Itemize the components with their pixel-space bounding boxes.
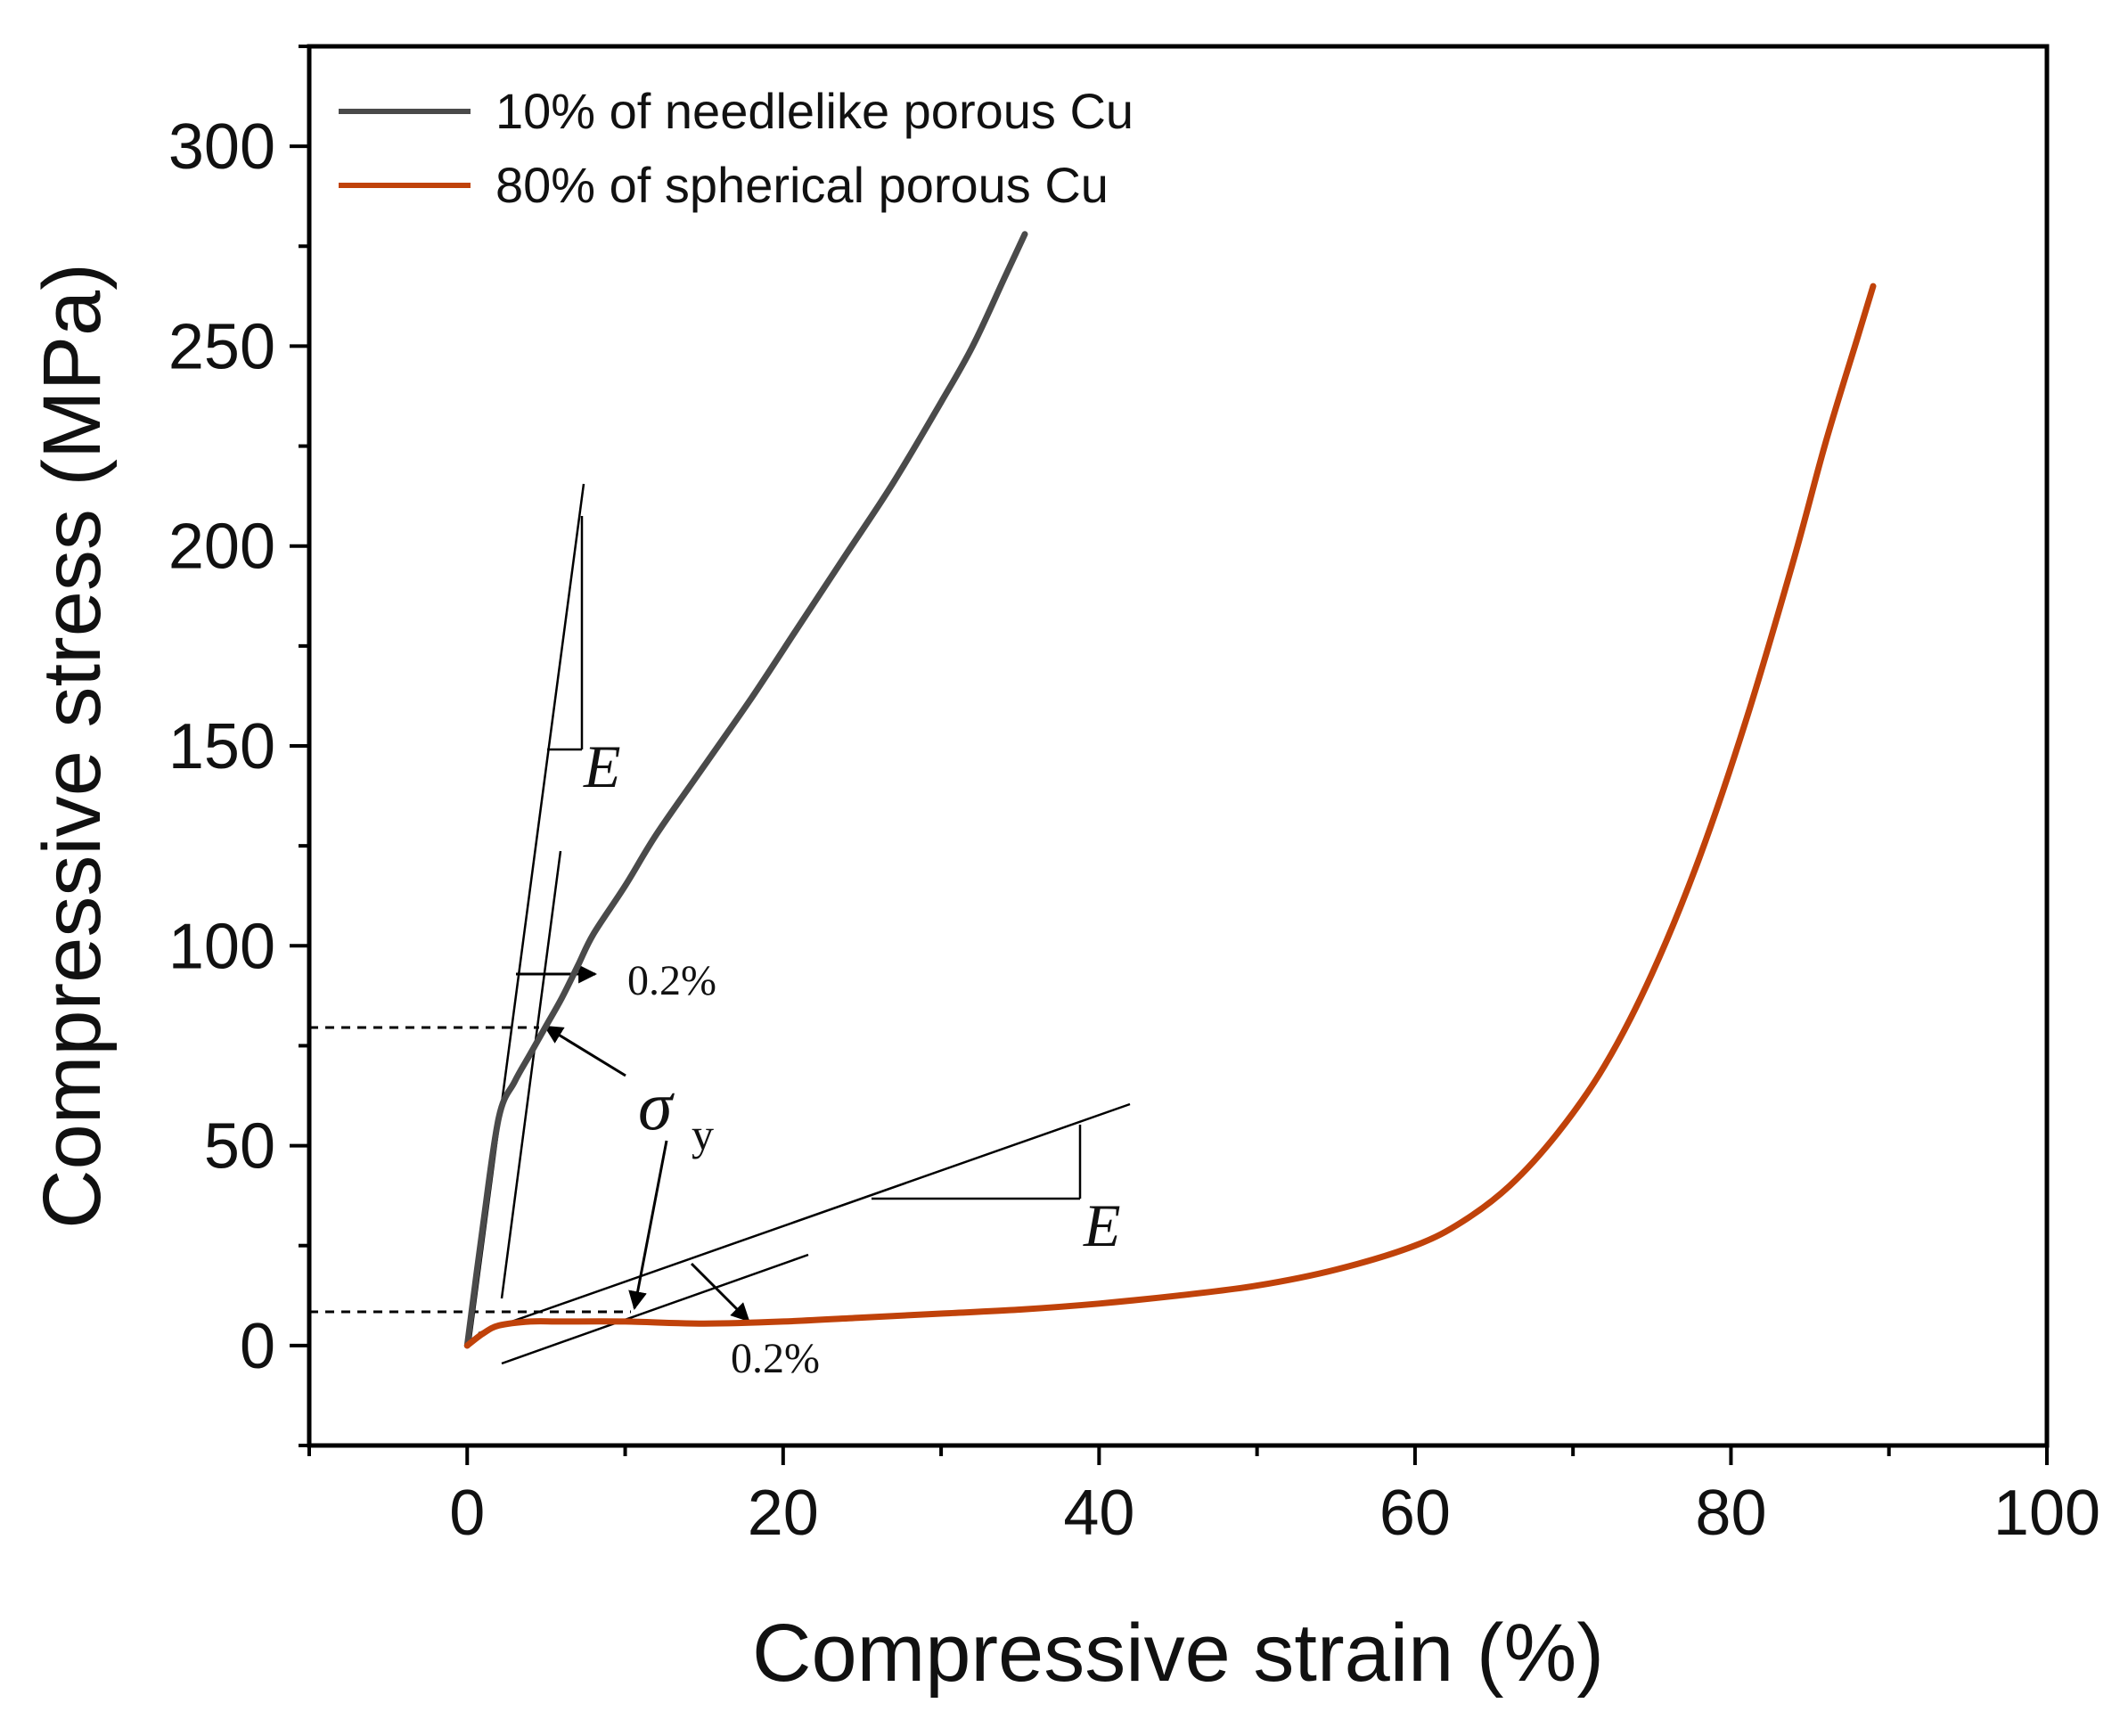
y-tick-label: 200 (168, 512, 275, 583)
y-tick-label: 100 (168, 911, 275, 982)
series-layer (463, 231, 1877, 1349)
offset-arrow-lower (690, 1262, 750, 1322)
y-tick-label: 300 (168, 111, 275, 183)
legend: 10% of needlelike porous Cu 80% of spher… (339, 83, 1134, 213)
offset-line-upper (500, 850, 562, 1299)
offset-line-lower (501, 1253, 809, 1365)
x-axis-ticks: 0 20 40 60 80 100 (307, 1445, 2100, 1549)
y-tick-label: 250 (168, 311, 275, 382)
legend-label-series-1: 10% of needlelike porous Cu (495, 83, 1134, 139)
series-line-2 (463, 283, 1877, 1349)
modulus-label-lower: E (1083, 1191, 1121, 1259)
annotation-layer: E 0.2% σ y E 0.2% (309, 483, 1131, 1382)
plot-frame (307, 44, 2050, 1448)
offset-label-lower: 0.2% (731, 1335, 820, 1382)
modulus-label-upper: E (583, 733, 621, 800)
x-tick-label: 80 (1695, 1478, 1766, 1549)
x-tick-label: 60 (1379, 1478, 1451, 1549)
yield-arrow-upper (544, 1025, 626, 1077)
yield-label: σ (638, 1067, 675, 1144)
series-line-1 (463, 231, 1028, 1349)
x-tick-label: 100 (1993, 1478, 2100, 1549)
offset-label-upper: 0.2% (627, 957, 716, 1004)
x-tick-label: 0 (449, 1478, 485, 1549)
x-tick-label: 40 (1063, 1478, 1134, 1549)
y-axis-ticks: 0 50 100 150 200 250 300 (168, 45, 309, 1447)
y-tick-label: 150 (168, 711, 275, 782)
yield-subscript: y (692, 1110, 714, 1159)
legend-label-series-2: 80% of spherical porous Cu (495, 157, 1109, 213)
x-tick-label: 20 (748, 1478, 819, 1549)
y-tick-label: 0 (240, 1311, 275, 1382)
yield-arrow-lower (628, 1140, 668, 1311)
y-axis-title: Compressive stress (MPa) (27, 263, 118, 1229)
x-axis-title: Compressive strain (%) (752, 1608, 1604, 1699)
y-tick-label: 50 (204, 1111, 275, 1183)
modulus-line-lower (478, 1102, 1131, 1335)
